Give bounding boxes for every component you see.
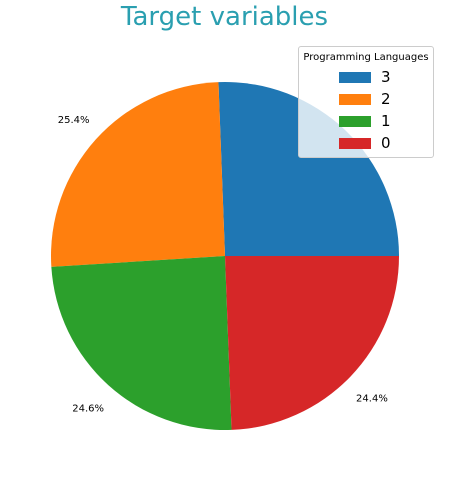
slice-percent-label-1: 24.6% xyxy=(72,403,104,414)
legend-swatch xyxy=(339,116,371,127)
chart-title: Target variables xyxy=(120,2,329,32)
legend: Programming Languages 3 2 1 0 xyxy=(298,46,434,158)
legend-label: 0 xyxy=(381,134,391,152)
legend-swatch xyxy=(339,138,371,149)
legend-swatch xyxy=(339,94,371,105)
legend-entry-0: 0 xyxy=(339,133,429,153)
legend-label: 2 xyxy=(381,90,391,108)
slice-percent-label-2: 25.4% xyxy=(58,115,90,126)
pie-slice-1 xyxy=(51,256,232,430)
legend-entry-2: 2 xyxy=(339,89,429,109)
legend-swatch xyxy=(339,72,371,83)
legend-label: 1 xyxy=(381,112,391,130)
slice-percent-label-0: 24.4% xyxy=(356,394,388,405)
pie-slice-2 xyxy=(50,82,225,267)
legend-entry-1: 1 xyxy=(339,111,429,131)
legend-entry-3: 3 xyxy=(339,67,429,87)
legend-label: 3 xyxy=(381,68,391,86)
pie-slice-0 xyxy=(225,256,399,430)
legend-title: Programming Languages xyxy=(303,52,429,63)
pie-slice-3 xyxy=(218,82,399,256)
